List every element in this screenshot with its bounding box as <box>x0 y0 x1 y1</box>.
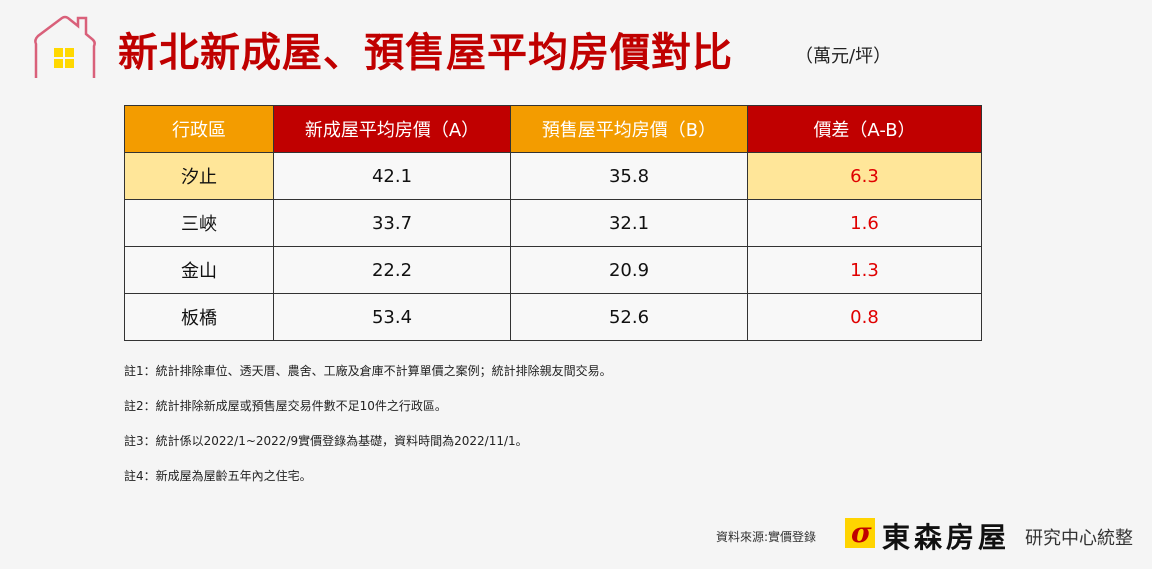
cell-new: 33.7 <box>273 199 511 247</box>
table-row: 三峽 33.7 32.1 1.6 <box>124 199 982 247</box>
cell-presale: 52.6 <box>510 293 748 341</box>
table-row: 汐止 42.1 35.8 6.3 <box>124 152 982 200</box>
cell-new: 53.4 <box>273 293 511 341</box>
data-source: 資料來源:實價登錄 <box>716 530 817 544</box>
header-presale: 預售屋平均房價（B） <box>510 105 748 153</box>
header-district: 行政區 <box>124 105 274 153</box>
research-center: 研究中心統整 <box>1025 528 1133 549</box>
note-4: 註4：新成屋為屋齡五年內之住宅。 <box>124 469 312 483</box>
cell-diff: 1.3 <box>747 246 982 294</box>
cell-new: 22.2 <box>273 246 511 294</box>
table-header-row: 行政區 新成屋平均房價（A） 預售屋平均房價（B） 價差（A-B） <box>124 105 982 153</box>
note-3: 註3：統計係以2022/1~2022/9實價登錄為基礎，資料時間為2022/11… <box>124 434 528 448</box>
notes: 註1：統計排除車位、透天厝、農舍、工廠及倉庫不計算單價之案例；統計排除親友間交易… <box>124 362 612 502</box>
cell-district: 三峽 <box>124 199 274 247</box>
header-diff: 價差（A-B） <box>747 105 982 153</box>
cell-diff: 6.3 <box>747 152 982 200</box>
cell-district: 板橋 <box>124 293 274 341</box>
table-row: 板橋 53.4 52.6 0.8 <box>124 293 982 341</box>
cell-diff: 1.6 <box>747 199 982 247</box>
cell-new: 42.1 <box>273 152 511 200</box>
cell-presale: 35.8 <box>510 152 748 200</box>
note-2: 註2：統計排除新成屋或預售屋交易件數不足10件之行政區。 <box>124 399 447 413</box>
header-new-house: 新成屋平均房價（A） <box>273 105 511 153</box>
price-table: 行政區 新成屋平均房價（A） 預售屋平均房價（B） 價差（A-B） 汐止 42.… <box>124 105 982 341</box>
brand-logo-icon: σ <box>845 516 875 549</box>
note-1: 註1：統計排除車位、透天厝、農舍、工廠及倉庫不計算單價之案例；統計排除親友間交易… <box>124 364 612 378</box>
cell-diff: 0.8 <box>747 293 982 341</box>
unit-label: （萬元/坪） <box>795 46 892 67</box>
cell-presale: 20.9 <box>510 246 748 294</box>
page-title: 新北新成屋、預售屋平均房價對比 <box>118 30 733 76</box>
table-row: 金山 22.2 20.9 1.3 <box>124 246 982 294</box>
house-icon <box>34 15 96 78</box>
cell-presale: 32.1 <box>510 199 748 247</box>
cell-district: 金山 <box>124 246 274 294</box>
brand-name: 東森房屋 <box>882 521 1011 554</box>
cell-district: 汐止 <box>124 152 274 200</box>
